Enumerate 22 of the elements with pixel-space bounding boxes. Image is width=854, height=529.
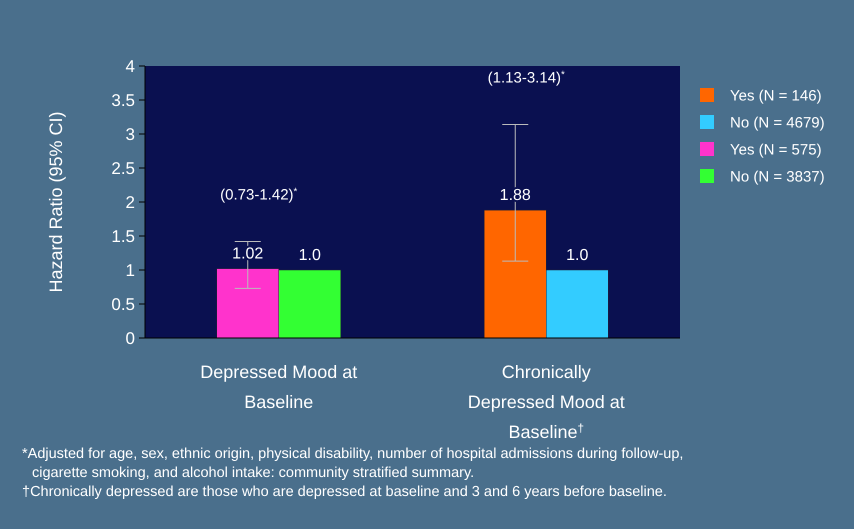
y-tick-label: 3.5 bbox=[111, 90, 135, 110]
data-label: 1.0 bbox=[566, 247, 588, 264]
y-tick-label: 1.5 bbox=[111, 226, 135, 246]
y-tick-label: 2.5 bbox=[111, 158, 135, 178]
y-tick-label: 3 bbox=[126, 124, 135, 144]
text: *Adjusted for age, sex, ethnic origin, physical disability, number of hospital admissions during follow-up, cigarette smoking, and alcohol intake: community stratified summary. bbox=[22, 446, 684, 481]
y-tick-label: 2 bbox=[126, 192, 135, 212]
y-tick-label: 0 bbox=[126, 328, 135, 348]
y-tick-label: 1 bbox=[126, 260, 135, 280]
legend-label: Yes (N = 575) bbox=[730, 141, 822, 158]
legend-label: No (N = 4679) bbox=[730, 114, 825, 132]
y-axis-title: Hazard Ratio (95% CI) bbox=[46, 111, 66, 293]
annotation: (0.73-1.42)$^{*}$ bbox=[220, 186, 298, 204]
annotation: (1.13-3.14)$^{*}$ bbox=[488, 68, 566, 86]
y-tick-label: 4 bbox=[126, 56, 135, 76]
y-tick-label: 0.5 bbox=[111, 294, 135, 314]
legend-label: Yes (N = 146) bbox=[730, 87, 822, 104]
x-tick-label: Depressed Mood at Baseline bbox=[200, 362, 358, 412]
x-tick-label: Chronically Depressed Mood at Baseline$^{†}$ bbox=[468, 362, 625, 442]
data-label: 1.0 bbox=[298, 247, 321, 264]
legend-label: No (N = 3837) bbox=[730, 168, 825, 186]
text: †Chronically depressed are those who are depressed at baseline and 3 and 6 years before baseline. bbox=[22, 484, 667, 500]
